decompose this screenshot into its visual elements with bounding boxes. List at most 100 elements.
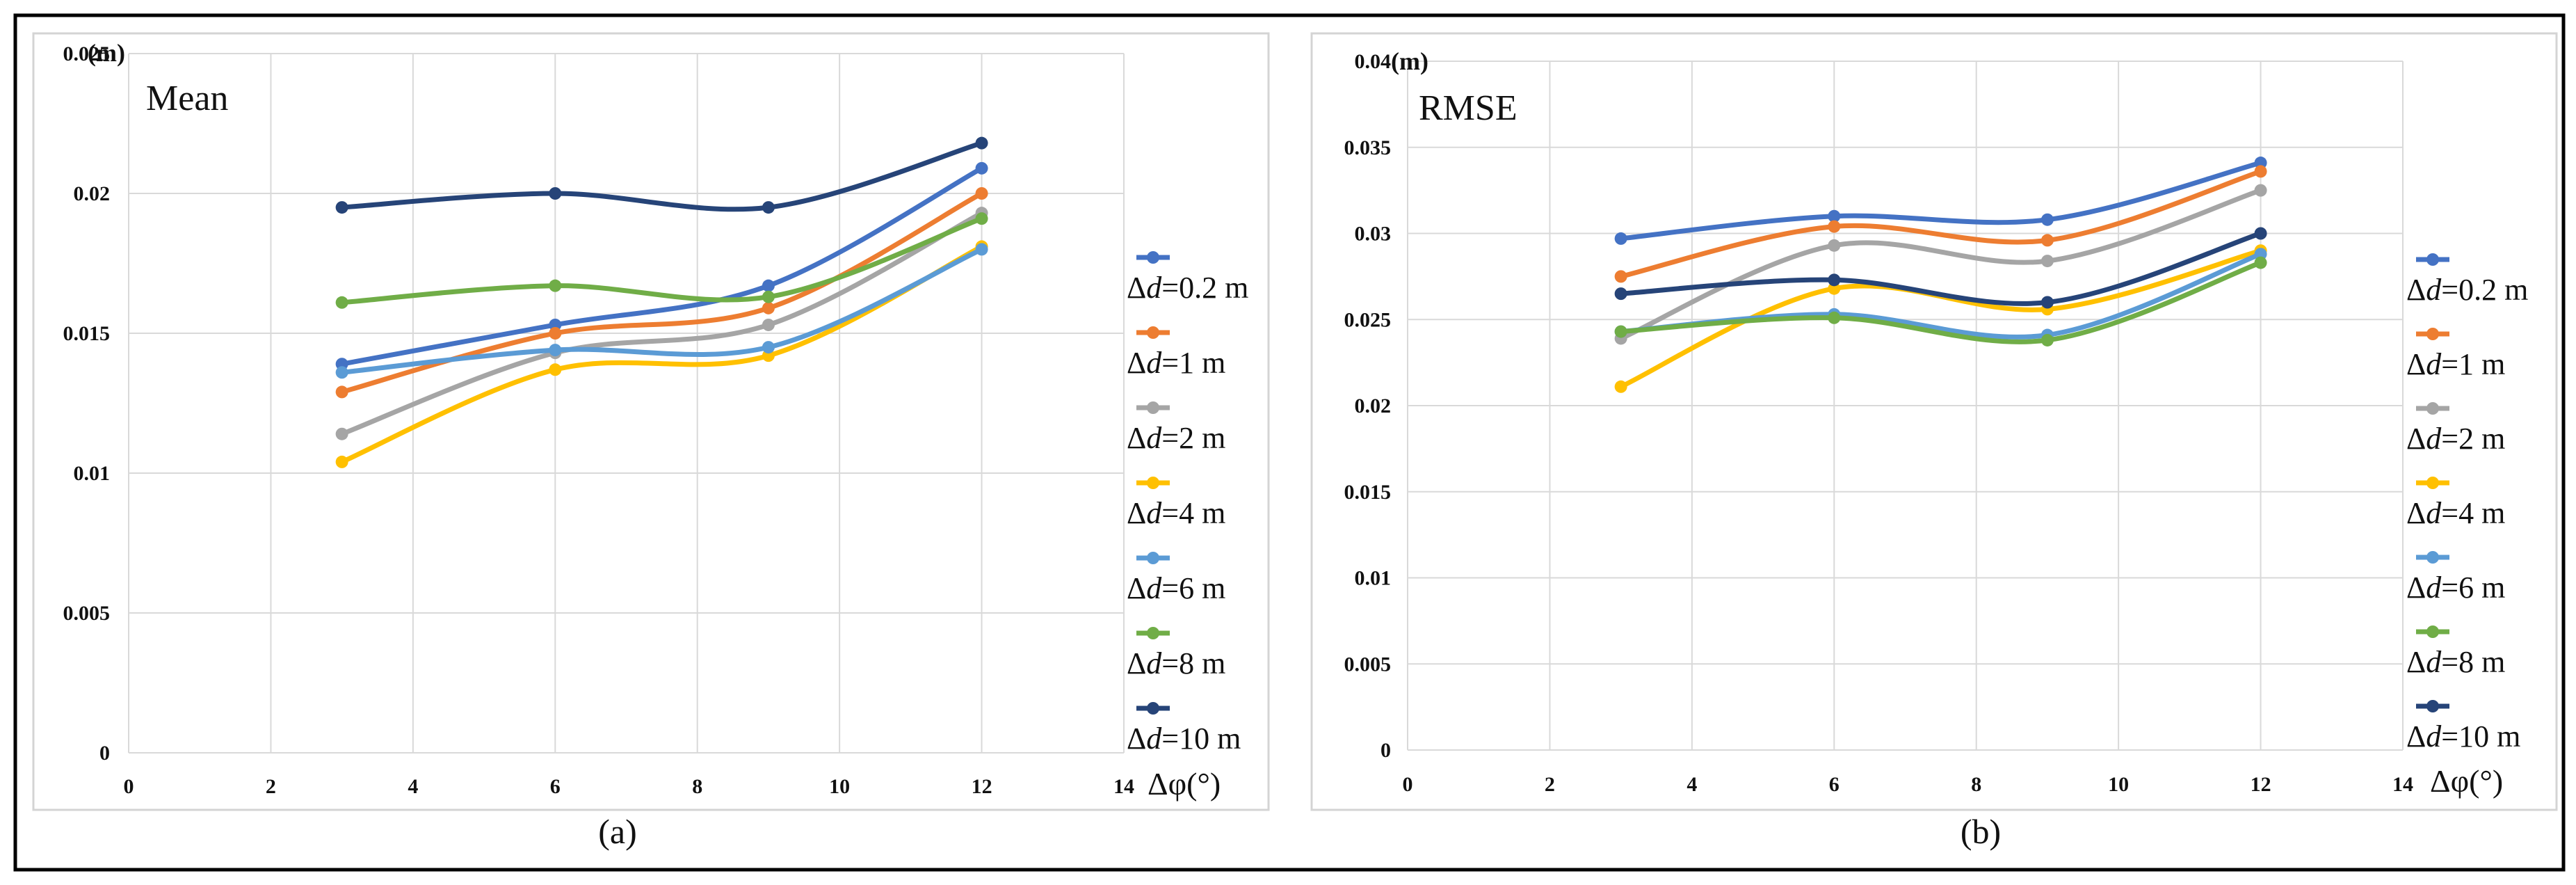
x-tick-label-b: 4 [1687,773,1697,796]
chart-title-a: Mean [146,79,228,118]
legend-marker-b-2 [2426,402,2439,415]
legend-label-a-4: Δd=6 m [1127,571,1225,605]
data-point-b-6-0 [1614,287,1627,301]
data-point-b-1-2 [2040,234,2054,247]
data-point-a-6-1 [549,187,562,200]
y-tick-labels-b: 0 0.005 0.01 0.015 0.02 0.025 0.03 0.035 0.04 [1344,50,1392,762]
legend-marker-a-4 [1147,552,1159,564]
data-point-b-3-0 [1614,380,1627,393]
data-point-b-5-3 [2254,256,2267,269]
gridlines-b [1407,61,2404,751]
legend-label-a-2: Δd=2 m [1127,421,1225,455]
x-tick-label-a: 4 [408,775,418,798]
x-tick-label-a: 14 [1113,775,1134,798]
y-tick-label-b: 0.04 [1355,50,1392,73]
y-tick-label-b: 0.015 [1344,481,1392,504]
data-point-b-0-1 [1828,209,1841,223]
y-axis-unit-a: (m) [88,39,125,67]
x-axis-label-a: Δφ(°) [1148,766,1221,802]
data-point-b-5-1 [1828,311,1841,324]
data-point-b-1-1 [1828,220,1841,233]
data-point-b-0-3 [2254,157,2267,170]
y-tick-label-b: 0.035 [1344,136,1392,159]
data-point-a-5-3 [975,212,988,225]
data-point-a-4-0 [335,366,348,379]
series-line-a-5 [339,216,985,305]
chart-panel-a: 0 0.005 0.01 0.015 0.02 0.025 0 2 4 6 8 10 12 14 Δd=… [32,32,1270,851]
data-point-a-3-0 [335,455,348,468]
x-tick-label-b: 0 [1403,773,1413,796]
legend-item-a: Δd=0.2 m [1127,251,1248,305]
y-tick-label-b: 0 [1380,739,1391,762]
legend-label-b-5: Δd=8 m [2406,645,2505,679]
legend-label-a-1: Δd=1 m [1127,346,1225,380]
legend-marker-b-4 [2426,551,2439,564]
chart-area-a [32,32,1270,811]
data-point-a-1-1 [549,327,562,340]
legend-label-a-6: Δd=10 m [1127,721,1241,756]
x-tick-labels-b: 0 2 4 6 8 10 12 14 [1403,773,2414,796]
x-tick-label-a: 12 [972,775,992,798]
x-tick-label-b: 6 [1829,773,1840,796]
legend-label-b-3: Δd=4 m [2406,496,2505,530]
data-point-a-4-2 [762,341,775,354]
data-point-b-5-2 [2040,333,2054,346]
y-axis-unit-b: (m) [1391,47,1428,75]
data-point-a-1-3 [975,187,988,200]
y-tick-label-b: 0.02 [1355,394,1392,417]
data-point-a-5-1 [549,279,562,292]
x-tick-labels-a: 0 2 4 6 8 10 12 14 [124,775,1135,798]
x-tick-label-b: 10 [2108,773,2129,796]
x-tick-label-b: 14 [2392,773,2413,796]
legend-marker-a-3 [1147,477,1159,489]
data-point-a-5-2 [762,290,775,303]
data-point-a-6-2 [762,201,775,214]
legend-marker-a-2 [1147,401,1159,414]
x-axis-label-b: Δφ(°) [2430,763,2503,799]
y-tick-label-a: 0.02 [74,182,111,205]
data-point-a-4-3 [975,243,988,256]
legend-item-b: Δd=4 m [2406,477,2505,530]
data-point-b-2-3 [2254,184,2267,197]
legend-item-a: Δd=8 m [1127,627,1225,680]
legend-label-b-1: Δd=1 m [2406,347,2505,381]
legend-item-a: Δd=10 m [1127,702,1241,756]
legend-marker-a-6 [1147,702,1159,715]
series-line-b-0 [1618,160,2264,241]
data-point-b-6-2 [2040,296,2054,309]
legend-marker-a-1 [1147,326,1159,339]
series-line-a-4 [339,246,985,375]
data-point-b-1-0 [1614,270,1627,283]
x-tick-label-a: 2 [266,775,276,798]
legend-item-b: Δd=10 m [2406,700,2520,754]
data-point-a-2-0 [335,427,348,440]
chart-title-b: RMSE [1419,88,1518,128]
legend-marker-b-5 [2426,625,2439,638]
legend-marker-b-1 [2426,328,2439,340]
y-tick-label-a: 0.025 [63,42,111,65]
data-point-a-5-0 [335,296,348,309]
data-point-b-3-1 [1828,282,1841,295]
y-tick-label-a: 0.01 [74,462,111,485]
legend-item-b: Δd=6 m [2406,551,2505,605]
series-lines-a [335,136,988,468]
data-point-b-5-0 [1614,325,1627,338]
legend-item-a: Δd=1 m [1127,326,1225,380]
series-line-a-0 [339,166,985,367]
y-tick-labels-a: 0 0.005 0.01 0.015 0.02 0.025 [63,42,111,765]
data-point-a-6-0 [335,201,348,214]
legend-marker-a-0 [1147,251,1159,264]
legend-b: Δd=0.2 m Δd=1 m Δd=2 m Δd=4 m Δd=6 m Δd=8 m Δd… [2406,253,2528,754]
legend-marker-b-3 [2426,477,2439,489]
data-point-a-1-0 [335,385,348,399]
data-point-b-6-3 [2254,227,2267,240]
series-line-b-5 [1618,260,2264,344]
data-point-b-0-2 [2040,213,2054,226]
legend-item-b: Δd=0.2 m [2406,253,2528,307]
legend-label-a-3: Δd=4 m [1127,496,1225,530]
chart-panel-b: 0 0.005 0.01 0.015 0.02 0.025 0.03 0.035 0.04 0 2… [1310,32,2558,851]
x-tick-label-a: 10 [829,775,850,798]
data-point-a-0-3 [975,161,988,175]
legend-item-a: Δd=4 m [1127,477,1225,530]
